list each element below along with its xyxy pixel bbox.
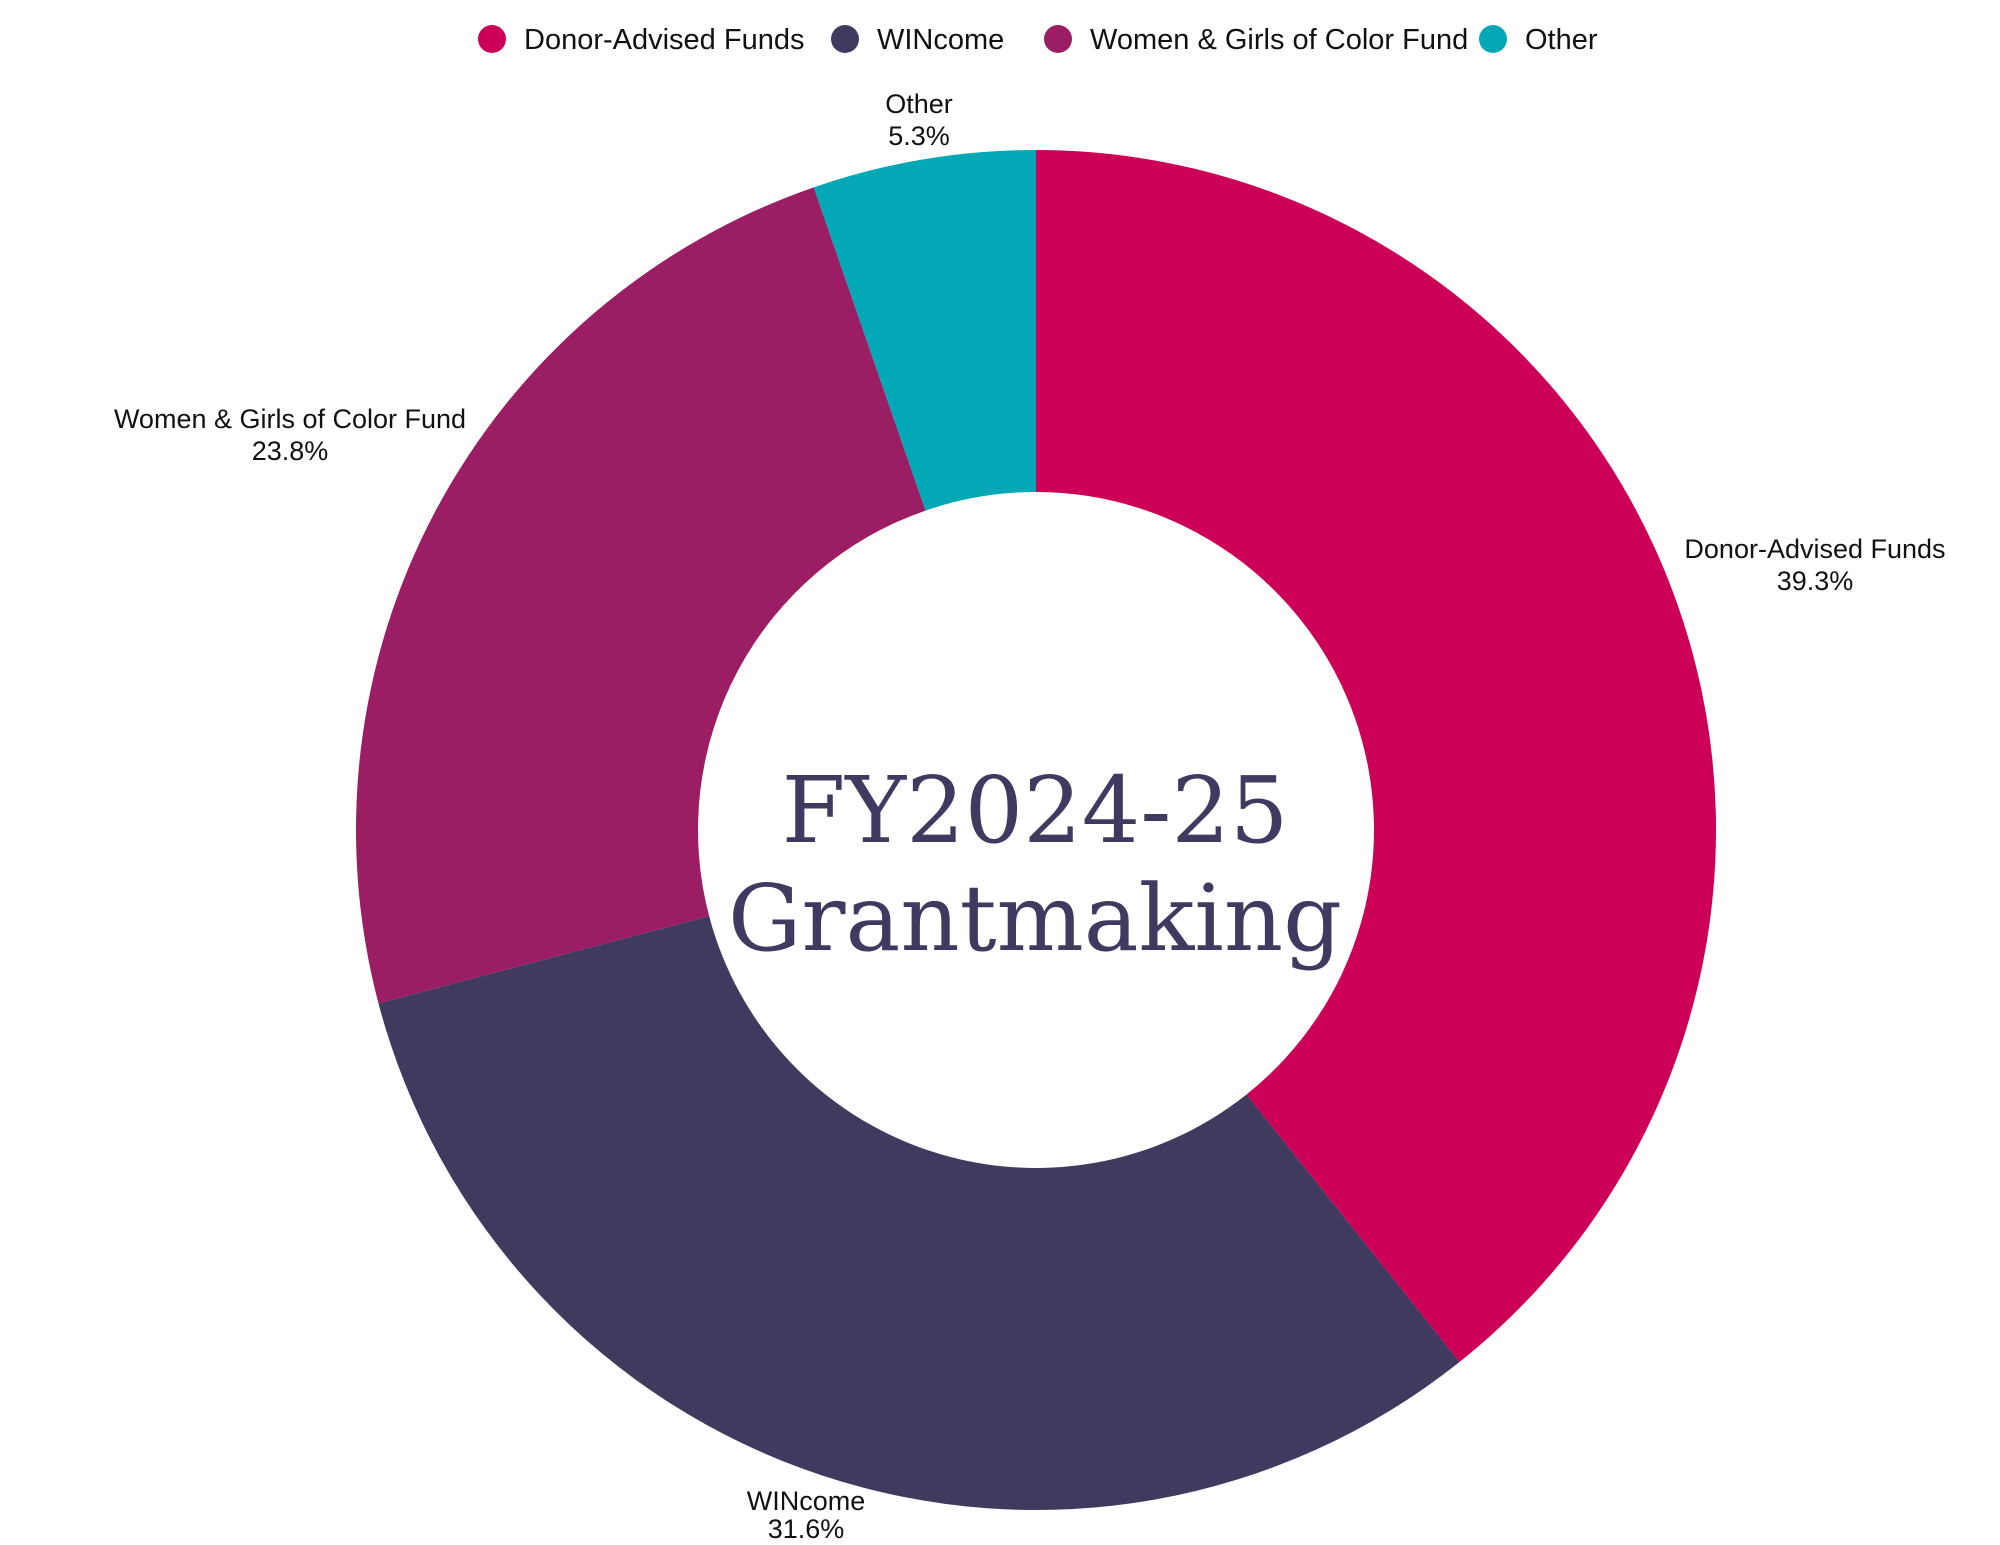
slice-donor-advised-funds (1036, 150, 1716, 1363)
legend-label: Other (1525, 24, 1598, 56)
center-title-line-2: Grantmaking (728, 865, 1342, 972)
slice-other (813, 150, 1036, 511)
legend-swatch (478, 25, 506, 53)
slice-label-value: 5.3% (888, 121, 950, 151)
legend-swatch (1044, 25, 1072, 53)
legend-item-donor-advised-funds: Donor-Advised Funds (478, 24, 804, 56)
slice-label-name: Donor-Advised Funds (1684, 534, 1945, 564)
legend-label: Women & Girls of Color Fund (1090, 24, 1468, 56)
slice-label-value: 31.6% (768, 1514, 845, 1544)
slice-wincome (378, 916, 1460, 1510)
legend-item-other: Other (1479, 24, 1598, 56)
legend-item-wincome: WINcome (831, 24, 1004, 56)
center-title: FY2024-25 Grantmaking (728, 757, 1342, 972)
legend-swatch (831, 25, 859, 53)
donut-slices (356, 150, 1716, 1510)
legend: Donor-Advised Funds WINcome Women & Girls … (478, 24, 1598, 56)
slice-label-name: Other (885, 89, 953, 119)
slice-label-name: Women & Girls of Color Fund (114, 404, 466, 434)
center-title-line-1: FY2024-25 (782, 757, 1289, 864)
slice-women-and-girls-of-color-fund (356, 187, 926, 1004)
slice-label-value: 39.3% (1777, 566, 1854, 596)
legend-label: Donor-Advised Funds (524, 24, 804, 56)
legend-swatch (1479, 25, 1507, 53)
slice-label-name: WINcome (747, 1486, 866, 1516)
slice-label-value: 23.8% (252, 436, 329, 466)
legend-label: WINcome (877, 24, 1004, 56)
legend-item-women-and-girls-of-color-fund: Women & Girls of Color Fund (1044, 24, 1468, 56)
